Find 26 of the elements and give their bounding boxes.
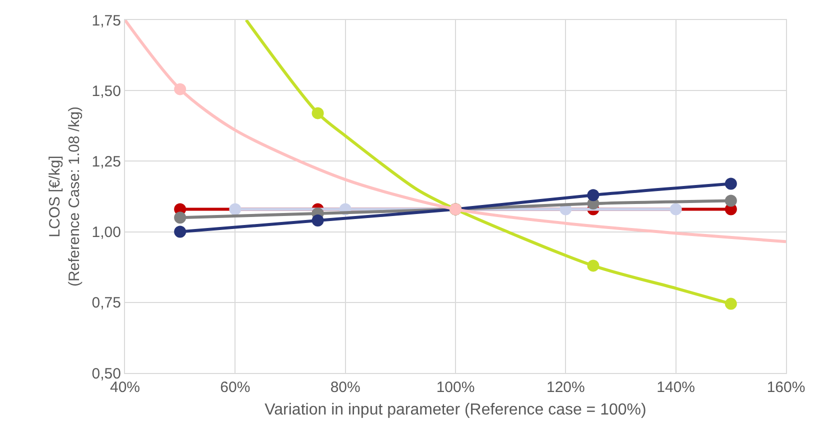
x-tick-label: 60% xyxy=(220,379,250,396)
x-tick-label: 120% xyxy=(546,379,585,396)
x-axis-title: Variation in input parameter (Reference case = 100%) xyxy=(264,402,646,419)
y-tick-label: 1,00 xyxy=(92,224,121,242)
y-axis-title: LCOS [€/kg] (Reference Case: 1.08 /kg) xyxy=(46,106,84,287)
y-tick-label: 0,75 xyxy=(92,294,121,312)
point xyxy=(724,194,737,207)
point xyxy=(174,83,186,96)
point xyxy=(587,260,600,272)
y-tick-label: 1,75 xyxy=(92,12,121,30)
x-tick-label: 140% xyxy=(656,379,696,396)
point xyxy=(229,203,242,216)
y-tick-label: 1,25 xyxy=(92,153,121,170)
point xyxy=(312,214,324,226)
point xyxy=(670,203,682,216)
line-series xyxy=(125,20,786,244)
point xyxy=(174,212,186,224)
point xyxy=(312,107,324,120)
x-tick-label: 100% xyxy=(436,379,475,396)
y-tick-label: 1,50 xyxy=(92,82,121,100)
x-tick-label: 160% xyxy=(766,379,806,396)
point xyxy=(724,178,737,190)
point xyxy=(724,298,737,310)
point xyxy=(587,189,600,202)
x-tick-label: 80% xyxy=(330,379,360,396)
point xyxy=(174,226,186,238)
